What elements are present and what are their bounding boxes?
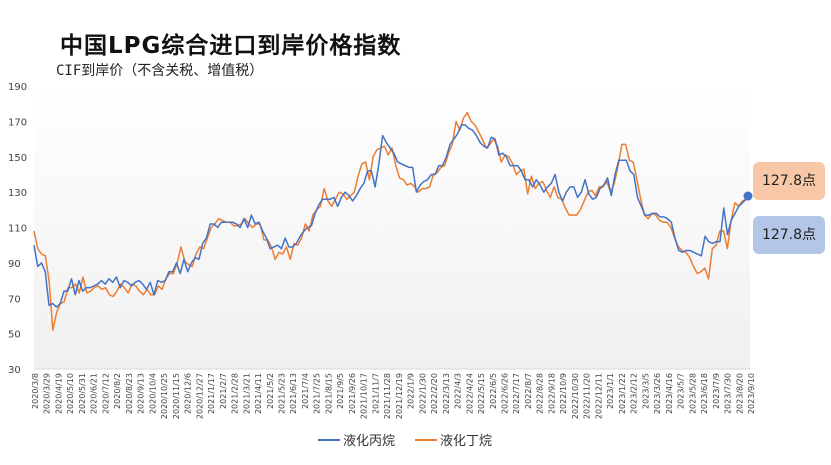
x-tick-label: 2020/4/19 — [54, 373, 63, 414]
x-tick-label: 2020/9/13 — [137, 373, 146, 414]
y-tick-label: 50 — [8, 330, 21, 341]
x-tick-label: 2021/5/2 — [266, 373, 275, 409]
y-tick-label: 90 — [8, 259, 21, 270]
x-tick-label: 2020/3/8 — [31, 373, 40, 409]
propane-last-value-callout: 127.8点 — [753, 216, 825, 254]
x-tick-label: 2020/11/15 — [172, 373, 181, 419]
x-tick-label: 2021/10/17 — [360, 373, 369, 419]
x-tick-label: 2023/2/12 — [630, 373, 639, 414]
x-tick-label: 2021/5/23 — [277, 373, 286, 414]
legend-swatch-butane — [415, 438, 438, 441]
legend-item-butane: 液化丁烷 — [415, 430, 492, 449]
x-tick-label: 2022/3/13 — [442, 373, 451, 414]
x-tick-label: 2021/7/25 — [313, 373, 322, 414]
x-tick-label: 2022/11/20 — [583, 373, 592, 419]
x-tick-label: 2020/5/10 — [66, 373, 75, 414]
x-tick-label: 2021/3/21 — [242, 373, 251, 414]
x-tick-label: 2020/3/29 — [43, 373, 52, 414]
x-tick-label: 2022/10/30 — [571, 373, 580, 419]
x-tick-label: 2021/8/15 — [324, 373, 333, 414]
x-tick-label: 2023/1/22 — [618, 373, 627, 414]
x-tick-label: 2022/7/17 — [512, 373, 521, 414]
x-tick-label: 2023/5/7 — [677, 373, 686, 409]
butane-last-value-callout: 127.8点 — [753, 162, 825, 200]
x-tick-label: 2021/6/13 — [289, 373, 298, 414]
x-tick-label: 2020/10/4 — [148, 373, 157, 414]
y-tick-label: 190 — [8, 82, 27, 93]
x-tick-label: 2021/11/28 — [383, 373, 392, 419]
x-tick-label: 2022/6/5 — [489, 373, 498, 409]
chart-subtitle: CIF到岸价（不含关税、增值税） — [56, 63, 264, 79]
x-tick-label: 2022/8/28 — [536, 373, 545, 414]
x-tick-label: 2022/1/9 — [407, 373, 416, 409]
x-tick-label: 2021/9/26 — [348, 373, 357, 414]
x-tick-label: 2021/7/4 — [301, 373, 310, 409]
y-tick-label: 170 — [8, 117, 27, 128]
x-tick-label: 2020/5/31 — [78, 373, 87, 414]
x-tick-label: 2022/4/3 — [454, 373, 463, 409]
x-tick-label: 2023/3/5 — [641, 373, 650, 409]
legend-label-propane: 液化丙烷 — [343, 434, 396, 449]
x-tick-label: 2021/1/17 — [207, 373, 216, 414]
x-tick-label: 2020/8/2 — [113, 373, 122, 409]
y-tick-label: 110 — [8, 224, 27, 235]
line-chart: 30 50 70 90 110 130 150 170 190 2020/3/8 2020/3/2… — [8, 82, 756, 419]
x-tick-label: 2023/3/26 — [653, 373, 662, 414]
x-tick-label: 2022/4/24 — [465, 373, 474, 414]
x-tick-label: 2020/10/25 — [160, 373, 169, 419]
x-tick-label: 2021/11/7 — [371, 373, 380, 414]
x-tick-label: 2021/12/19 — [395, 373, 404, 419]
x-tick-label: 2023/4/16 — [665, 373, 674, 414]
x-tick-label: 2021/2/7 — [219, 373, 228, 409]
x-tick-label: 2022/6/26 — [501, 373, 510, 414]
x-tick-label: 2023/9/10 — [747, 373, 756, 414]
x-tick-label: 2022/5/15 — [477, 373, 486, 414]
x-tick-label: 2022/1/30 — [418, 373, 427, 414]
x-tick-label: 2023/6/18 — [700, 373, 709, 414]
legend-swatch-propane — [318, 438, 340, 441]
x-tick-label: 2022/8/7 — [524, 373, 533, 409]
x-tick-label: 2021/2/28 — [231, 373, 240, 414]
legend: 液化丙烷 液化丁烷 — [318, 430, 492, 449]
x-tick-label: 2023/7/30 — [724, 373, 733, 414]
x-tick-label: 2021/9/5 — [336, 373, 345, 409]
x-tick-label: 2021/4/11 — [254, 373, 263, 414]
legend-label-butane: 液化丁烷 — [440, 434, 493, 449]
x-tick-label: 2020/8/23 — [125, 373, 134, 414]
x-tick-label: 2022/12/11 — [594, 373, 603, 419]
y-tick-label: 130 — [8, 188, 27, 199]
x-tick-label: 2023/5/28 — [688, 373, 697, 414]
x-tick-label: 2020/6/21 — [90, 373, 99, 414]
x-tick-label: 2020/12/27 — [195, 373, 204, 419]
x-tick-label: 2020/7/12 — [101, 373, 110, 414]
x-tick-label: 2020/12/6 — [184, 373, 193, 414]
y-tick-label: 30 — [8, 365, 21, 376]
chart-title: 中国LPG综合进口到岸价格指数 — [60, 33, 402, 59]
x-tick-label: 2022/9/18 — [547, 373, 556, 414]
x-tick-label: 2023/1/1 — [606, 373, 615, 409]
series-line-propane — [33, 124, 751, 308]
y-tick-label: 70 — [8, 294, 21, 305]
y-tick-label: 150 — [8, 153, 27, 164]
x-tick-label: 2022/10/9 — [559, 373, 568, 414]
x-tick-label: 2023/7/9 — [712, 373, 721, 409]
x-tick-label: 2022/2/20 — [430, 373, 439, 414]
x-tick-label: 2023/8/20 — [735, 373, 744, 414]
legend-item-propane: 液化丙烷 — [318, 430, 395, 449]
plot-background — [34, 86, 750, 369]
last-value-marker — [743, 191, 753, 201]
